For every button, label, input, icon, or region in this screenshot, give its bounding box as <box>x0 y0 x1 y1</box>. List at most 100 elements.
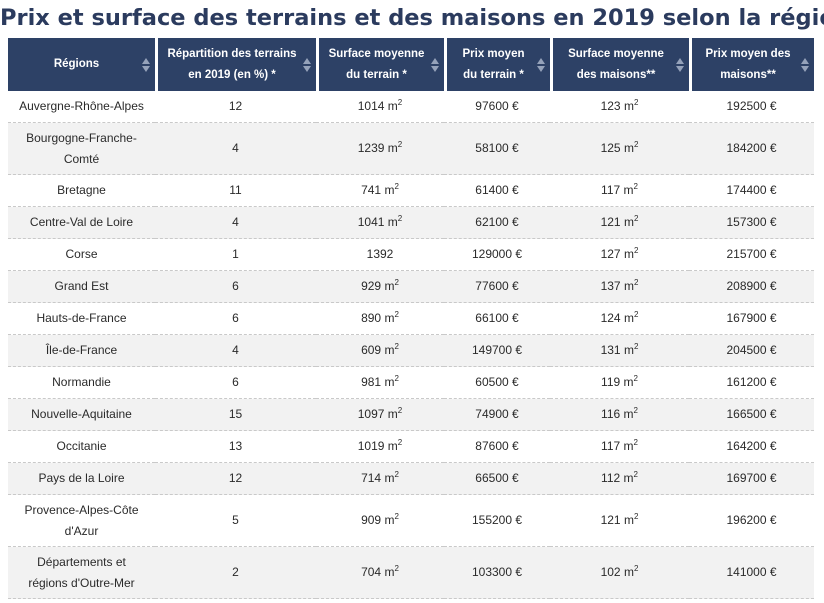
unit-label: m <box>623 215 634 229</box>
surface-maison-cell: 112 m2 <box>550 463 689 495</box>
unit-superscript: 2 <box>633 512 639 521</box>
column-header-surface-terrain[interactable]: Surface moyenne du terrain * <box>316 38 444 91</box>
surface-maison-cell: 131 m2 <box>550 335 689 367</box>
prix-terrain-cell: 129000 € <box>444 239 550 271</box>
prix-maison-cell: 208900 € <box>689 271 814 303</box>
unit-superscript: 2 <box>397 406 403 415</box>
column-header-label: du terrain * <box>463 68 524 81</box>
cell-value: 1239 <box>357 141 385 155</box>
unit-superscript: 2 <box>397 214 403 223</box>
column-header-regions[interactable]: Régions <box>8 38 155 91</box>
unit-label: m <box>623 279 634 293</box>
table-row: Pays de la Loire 12 714 m2 66500 €112 m2 169… <box>8 463 814 495</box>
unit-superscript: 2 <box>394 470 399 479</box>
prix-terrain-cell: 62100 € <box>444 207 550 239</box>
surface-terrain-cell: 1014 m2 <box>316 91 444 123</box>
surface-terrain-cell: 1041 m2 <box>316 207 444 239</box>
cell-value: 929 <box>361 279 382 293</box>
unit-label: m <box>384 375 395 389</box>
table-row: Normandie 6 981 m2 60500 €119 m2 161200 € <box>8 367 814 399</box>
cell-value: 123 <box>600 99 621 113</box>
table-row: Grand Est 6 929 m2 77600 €137 m2 208900 € <box>8 271 814 303</box>
unit-superscript: 2 <box>633 342 639 351</box>
region-cell: Bourgogne-Franche- Comté <box>8 123 155 175</box>
region-cell: Auvergne-Rhône-Alpes <box>8 91 155 123</box>
sort-icon[interactable] <box>801 57 809 73</box>
surface-maison-cell: 102 m2 <box>550 547 689 599</box>
region-cell: Corse <box>8 239 155 271</box>
unit-superscript: 2 <box>397 140 403 149</box>
cell-value: 909 <box>361 513 382 527</box>
surface-terrain-cell: 1019 m2 <box>316 431 444 463</box>
repartition-cell: 12 <box>155 91 316 123</box>
region-cell: Normandie <box>8 367 155 399</box>
repartition-cell: 2 <box>155 547 316 599</box>
cell-value: 124 <box>600 311 621 325</box>
unit-superscript: 2 <box>397 438 403 447</box>
prix-maison-cell: 141000 € <box>689 547 814 599</box>
repartition-cell: 5 <box>155 495 316 547</box>
unit-label: m <box>623 99 634 113</box>
region-name: régions d'Outre-Mer <box>28 575 135 590</box>
surface-maison-cell: 117 m2 <box>550 175 689 207</box>
column-header-prix-maisons[interactable]: Prix moyen des maisons** <box>689 38 814 91</box>
surface-maison-cell: 137 m2 <box>550 271 689 303</box>
region-name: Bourgogne-Franche- <box>26 130 137 145</box>
region-cell: Île-de-France <box>8 335 155 367</box>
surface-terrain-cell: 909 m2 <box>316 495 444 547</box>
table-row: Île-de-France 4 609 m2 149700 €131 m2 204500… <box>8 335 814 367</box>
sort-icon[interactable] <box>676 57 684 73</box>
unit-superscript: 2 <box>633 374 638 383</box>
prix-maison-cell: 215700 € <box>689 239 814 271</box>
prix-maison-cell: 196200 € <box>689 495 814 547</box>
surface-maison-cell: 116 m2 <box>550 399 689 431</box>
cell-value: 127 <box>600 247 621 261</box>
sort-icon[interactable] <box>303 57 311 73</box>
prix-maison-cell: 164200 € <box>689 431 814 463</box>
region-cell: Centre-Val de Loire <box>8 207 155 239</box>
surface-terrain-cell: 890 m2 <box>316 303 444 335</box>
unit-label: m <box>387 215 398 229</box>
region-cell: Départements et régions d'Outre-Mer <box>8 547 155 599</box>
column-header-surface-maisons[interactable]: Surface moyenne des maisons** <box>550 38 689 91</box>
repartition-cell: 4 <box>155 207 316 239</box>
table-row: Nouvelle-Aquitaine 15 1097 m2 74900 €116 m2… <box>8 399 814 431</box>
unit-superscript: 2 <box>394 374 399 383</box>
region-cell: Hauts-de-France <box>8 303 155 335</box>
sort-icon[interactable] <box>537 57 545 73</box>
prix-terrain-cell: 149700 € <box>444 335 550 367</box>
unit-label: m <box>387 439 398 453</box>
unit-label: m <box>623 439 634 453</box>
unit-superscript: 2 <box>633 438 638 447</box>
sort-icon[interactable] <box>431 57 439 73</box>
column-header-prix-terrain[interactable]: Prix moyen du terrain * <box>444 38 550 91</box>
surface-terrain-cell: 1392 <box>316 239 444 271</box>
surface-maison-cell: 121 m2 <box>550 495 689 547</box>
cell-value: 131 <box>600 343 621 357</box>
surface-terrain-cell: 714 m2 <box>316 463 444 495</box>
region-name: Grand Est <box>54 279 109 293</box>
unit-label: m <box>384 183 395 197</box>
column-header-label: des maisons** <box>576 68 656 81</box>
column-header-repartition[interactable]: Répartition des terrains en 2019 (en %) * <box>155 38 316 91</box>
repartition-cell: 6 <box>155 367 316 399</box>
region-name: Comté <box>63 151 100 166</box>
prix-terrain-cell: 77600 € <box>444 271 550 303</box>
unit-label: m <box>623 343 634 357</box>
surface-terrain-cell: 981 m2 <box>316 367 444 399</box>
sort-icon[interactable] <box>142 57 150 73</box>
cell-value: 121 <box>600 215 621 229</box>
cell-value: 102 <box>600 565 621 579</box>
surface-terrain-cell: 1239 m2 <box>316 123 444 175</box>
unit-label: m <box>623 513 634 527</box>
unit-superscript: 2 <box>394 512 399 521</box>
unit-label: m <box>387 407 398 421</box>
prix-terrain-cell: 74900 € <box>444 399 550 431</box>
surface-maison-cell: 125 m2 <box>550 123 689 175</box>
region-name: Provence-Alpes-Côte <box>24 502 139 517</box>
region-name: Île-de-France <box>45 343 118 357</box>
column-header-label: maisons** <box>720 68 776 81</box>
region-cell: Bretagne <box>8 175 155 207</box>
prix-maison-cell: 161200 € <box>689 367 814 399</box>
unit-label: m <box>384 565 395 579</box>
